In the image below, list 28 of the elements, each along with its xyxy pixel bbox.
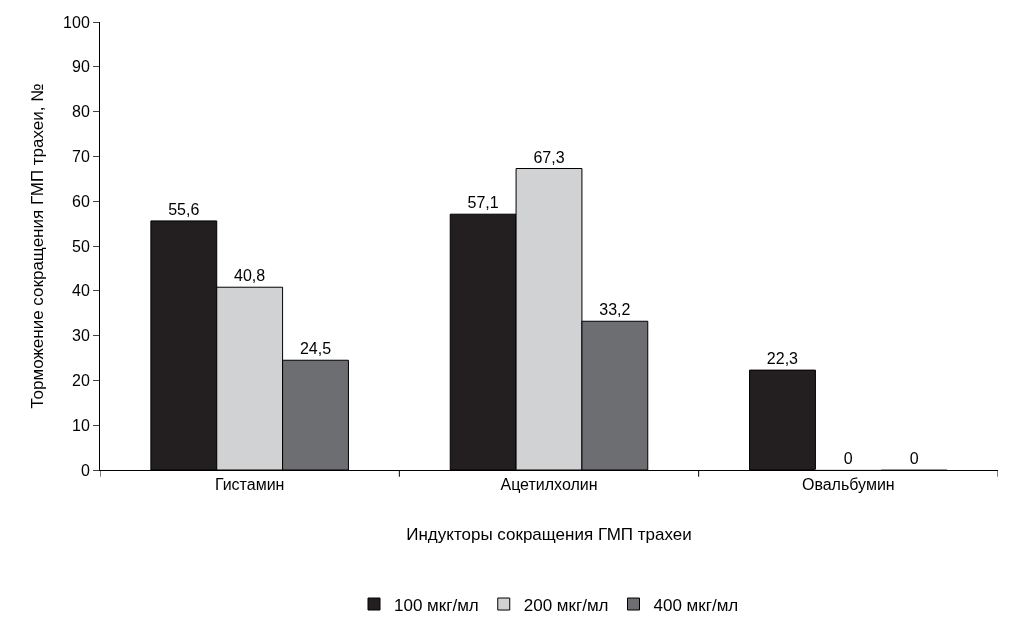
y-tick-label: 0 — [80, 461, 90, 479]
y-tick-label: 70 — [72, 148, 90, 165]
data-label: 22,3 — [766, 350, 799, 368]
y-tick-label: 10 — [72, 416, 90, 434]
y-tick-label: 30 — [72, 327, 90, 345]
y-tick-label: 90 — [72, 58, 90, 76]
data-label: 67,3 — [533, 148, 565, 166]
data-label: 57,1 — [467, 194, 499, 212]
y-tick-label: 40 — [72, 282, 90, 300]
y-tick-label: 100 — [63, 13, 90, 31]
legend-label: 400 мкг/мл — [653, 595, 739, 615]
y-tick-label: 50 — [72, 237, 90, 255]
x-tick-label: Гистамин — [214, 476, 285, 494]
data-label: 0 — [909, 450, 919, 467]
data-label: 40,8 — [234, 267, 266, 285]
x-tick-label: Ацетилхолин — [500, 476, 598, 494]
x-tick-label: Овальбумин — [801, 476, 895, 494]
data-label: 0 — [843, 450, 853, 467]
y-tick-label: 20 — [72, 372, 90, 389]
x-axis-title: Индукторы сокращения ГМП трахеи — [406, 524, 692, 544]
y-axis-title: Торможение сокращения ГМП трахеи, № — [27, 83, 47, 409]
legend-label: 100 мкг/мл — [394, 595, 479, 615]
data-label: 33,2 — [599, 301, 631, 319]
y-tick-label: 80 — [72, 103, 90, 121]
data-label: 55,6 — [168, 200, 200, 218]
data-label: 24,5 — [299, 340, 332, 358]
y-tick-label: 60 — [72, 192, 90, 210]
legend-label: 200 мкг/мл — [523, 595, 609, 615]
